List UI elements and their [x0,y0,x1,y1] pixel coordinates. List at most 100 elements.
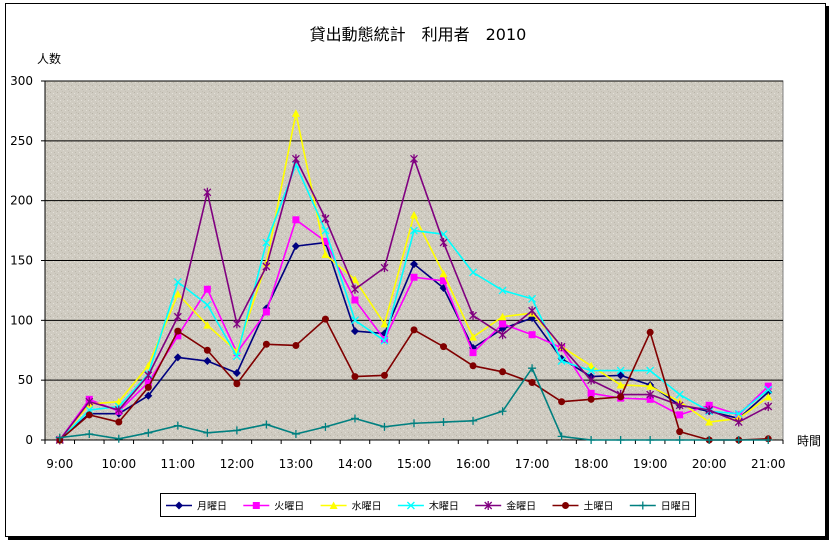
series-1-point-9 [321,237,329,245]
series-6-point-9 [321,422,330,431]
series-1-point-21 [676,411,684,419]
series-1-point-14 [469,349,477,357]
x-tick-labels: 9:00 10:00 11:00 12:00 13:00 14:00 15:00 16:00 1… [46,457,785,471]
x-tick-label-9: 18:00 [574,457,609,471]
legend: 月曜日 火曜日 水曜日 木曜日 金曜日 土曜日 日曜日 [160,493,696,517]
series-6-point-17 [557,432,566,441]
series-1-point-8 [292,216,300,224]
series-5-point-19 [617,393,625,401]
series-3-point-7 [262,238,271,247]
gridlines [45,80,783,381]
legend-marker-4 [484,501,493,510]
chart-title: 貸出動態統計 利用者 2010 [310,25,527,44]
y-tick-label-200: 200 [10,194,33,208]
series-3-point-24 [764,385,773,394]
legend-item-0: 月曜日 [166,501,227,513]
series-4-point-10 [351,284,359,294]
series-0-point-4 [173,353,182,362]
series-4-point-5 [203,187,212,197]
legend-item-6: 日曜日 [629,501,691,513]
legend-label-4: 金曜日 [506,500,536,513]
series-4 [55,154,773,445]
legend-marker-1 [252,502,260,509]
series-4-point-24 [764,401,773,411]
series-5-point-6 [233,380,241,388]
series-3-point-4 [173,278,182,286]
x-tick-label-0: 9:00 [46,457,73,471]
x-tick-label-2: 11:00 [161,457,196,471]
series-5-point-3 [144,383,152,391]
series-6-point-2 [114,434,123,443]
series-0-point-12 [410,260,418,269]
y-tick-label-300: 300 [10,74,33,88]
series-4-point-7 [262,261,271,271]
series-4-point-21 [675,400,684,410]
series-1-point-13 [440,277,448,285]
series-1-point-16 [528,331,536,339]
series-6-point-8 [291,430,300,439]
x-tick-label-12: 21:00 [751,457,786,471]
series-2-point-9 [321,250,330,259]
series-0-point-24 [764,388,773,397]
series-3-point-12 [410,226,418,235]
series-0-point-6 [232,368,241,377]
series-1-point-5 [203,285,211,293]
series-5-point-17 [558,398,566,406]
series-5-point-20 [646,328,654,336]
legend-marker-2 [329,501,338,509]
legend-marker-3 [406,501,415,510]
y-tick-label-150: 150 [10,254,33,268]
series-5-point-1 [85,411,93,419]
series-2-point-14 [469,333,478,341]
series-3-point-17 [557,357,566,365]
series-6-point-18 [587,436,596,444]
series-6-point-13 [439,418,448,427]
series-1-point-7 [262,308,270,316]
series-4-point-8 [291,154,300,164]
series-6-point-16 [528,364,537,373]
series-4-point-4 [173,312,182,322]
legend-item-1: 火曜日 [243,501,304,513]
legend-item-2: 水曜日 [320,501,382,513]
series-5-point-7 [262,340,270,348]
legend-label-5: 土曜日 [584,500,614,513]
legend-marker-0 [175,501,183,510]
series-2-point-24 [764,392,773,401]
legend-label-3: 木曜日 [429,501,459,513]
series-6-point-19 [616,436,625,444]
series-5-point-13 [440,343,448,351]
series-4-point-16 [528,306,537,316]
series-6-point-15 [498,407,507,416]
series-5-point-16 [528,379,536,387]
series-1-point-10 [351,296,359,304]
series-4-point-2 [114,405,123,415]
series-6-point-21 [675,436,684,444]
series-6-point-24 [764,436,773,444]
series-3-point-23 [734,409,743,418]
series-4-point-18 [587,375,596,385]
series-3-point-5 [203,300,212,309]
series-5-point-12 [410,326,418,334]
series-6-point-20 [646,436,655,444]
series-3-point-10 [351,316,359,325]
series-5-point-2 [115,418,123,426]
series-4-point-14 [469,311,477,321]
series-4-point-13 [439,238,448,248]
series-2-point-20 [646,382,655,390]
legend-label-0: 月曜日 [197,501,227,513]
series-6-point-6 [232,426,241,435]
legend-item-4: 金曜日 [475,500,536,513]
series-4-point-20 [646,390,655,400]
x-tick-label-10: 19:00 [633,457,668,471]
series-2-point-8 [291,109,300,117]
series-5-point-14 [469,362,477,370]
series-6-point-3 [144,428,153,437]
series-3-point-16 [528,294,537,303]
legend-label-2: 水曜日 [352,501,382,513]
series-0-point-8 [291,242,300,251]
series-4-point-1 [85,397,94,407]
series-6-point-0 [55,433,64,442]
series-2-point-5 [203,321,212,329]
series-0-point-5 [203,357,212,366]
x-tick-label-1: 10:00 [102,457,137,471]
